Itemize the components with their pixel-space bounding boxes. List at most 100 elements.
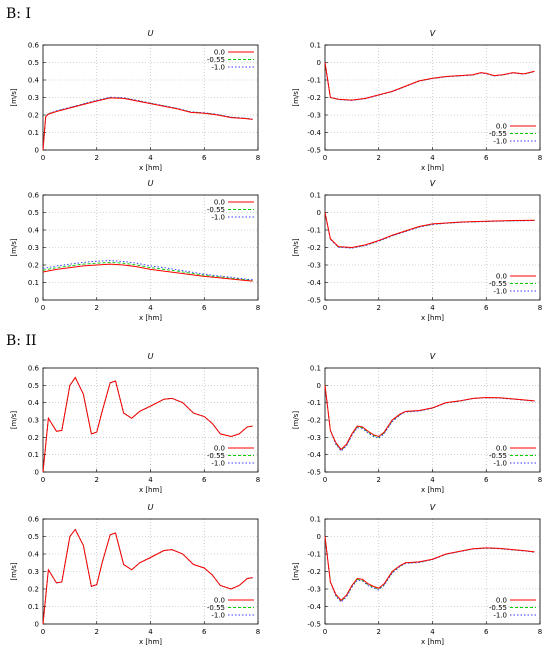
x-tick-label: 8 <box>256 476 260 484</box>
series-line--0.55 <box>324 212 535 249</box>
y-tick-label: -0.4 <box>307 279 321 287</box>
series-line--1.0 <box>42 96 253 151</box>
y-tick-label: -0.3 <box>307 586 321 594</box>
y-tick-label: 0.1 <box>310 516 321 524</box>
series-line--1.0 <box>324 212 535 249</box>
x-tick-label: 6 <box>484 304 489 312</box>
chart-panel-6: 0 2 4 6 8 -0.5 -0.4 -0.3 -0.2 -0.1 0 0.1 Vx [hm] [m/s… <box>292 352 542 494</box>
y-tick-label: 0.3 <box>28 568 39 576</box>
legend-label: -0.55 <box>207 206 225 214</box>
x-tick-label: 8 <box>256 628 260 636</box>
legend-label: -1.0 <box>493 138 507 146</box>
y-tick-label: 0.2 <box>28 262 39 270</box>
legend-label: 0.0 <box>496 597 507 605</box>
y-axis-label: [m/s] <box>292 562 300 581</box>
series-line-0.0 <box>324 536 535 602</box>
x-tick-label: 4 <box>430 628 435 636</box>
legend: 0.0-0.55-1.0 <box>207 445 254 468</box>
legend: 0.0-0.55-1.0 <box>489 597 536 620</box>
y-tick-label: -0.2 <box>307 244 321 252</box>
legend-label: 0.0 <box>214 445 225 453</box>
series-line--1.0 <box>42 260 253 281</box>
section-label-b-ii: B: II <box>6 333 37 349</box>
x-tick-label: 6 <box>202 476 207 484</box>
x-axis-label: x [hm] <box>421 164 444 172</box>
y-tick-label: -0.5 <box>307 297 321 305</box>
chart-panel-8: 0 2 4 6 8 -0.5 -0.4 -0.3 -0.2 -0.1 0 0.1 Vx [hm] [m/s… <box>292 503 542 646</box>
y-tick-label: 0.6 <box>28 42 40 50</box>
legend-label: -1.0 <box>493 460 507 468</box>
y-tick-label: -0.2 <box>307 417 321 425</box>
series-line--0.55 <box>42 97 253 151</box>
y-axis-label: [m/s] <box>292 88 300 107</box>
chart-panel-2: 0 2 4 6 8 -0.5 -0.4 -0.3 -0.2 -0.1 0 0.1 Vx [hm] [m/s… <box>292 29 542 172</box>
chart-title: U <box>148 352 154 361</box>
series-line-0.0 <box>324 385 535 451</box>
y-tick-label: -0.1 <box>307 227 321 235</box>
plot-frame <box>324 194 541 301</box>
y-tick-label: -0.1 <box>307 551 321 559</box>
x-tick-label: 6 <box>484 154 489 162</box>
y-axis-label: [m/s] <box>10 562 18 581</box>
y-tick-label: 0.3 <box>28 417 39 425</box>
legend: 0.0-0.55-1.0 <box>489 273 536 296</box>
x-tick-label: 2 <box>95 304 99 312</box>
y-tick-label: 0.1 <box>310 192 321 200</box>
legend: 0.0-0.55-1.0 <box>489 123 536 146</box>
y-tick-label: 0 <box>317 59 321 67</box>
plot-frame <box>324 44 541 151</box>
legend: 0.0-0.55-1.0 <box>207 49 254 72</box>
y-tick-label: 0.4 <box>28 227 40 235</box>
series-line--1.0 <box>324 536 535 603</box>
chart-title: U <box>148 179 154 188</box>
legend-label: -0.55 <box>207 604 225 612</box>
y-tick-label: 0.3 <box>28 94 39 102</box>
legend-label: -0.55 <box>489 280 507 288</box>
y-axis-label: [m/s] <box>292 238 300 257</box>
y-tick-label: 0.5 <box>28 59 39 67</box>
x-tick-label: 8 <box>538 154 542 162</box>
y-tick-label: 0.6 <box>28 192 40 200</box>
x-tick-label: 0 <box>323 628 327 636</box>
x-tick-label: 0 <box>41 476 45 484</box>
x-tick-label: 8 <box>538 476 542 484</box>
x-axis-label: x [hm] <box>139 486 162 494</box>
x-tick-label: 8 <box>538 304 542 312</box>
y-tick-label: 0.5 <box>28 533 39 541</box>
y-tick-label: 0.4 <box>28 77 40 85</box>
x-tick-label: 0 <box>323 154 327 162</box>
y-tick-label: -0.2 <box>307 94 321 102</box>
y-tick-label: 0 <box>317 382 321 390</box>
series-line-0.0 <box>42 376 253 473</box>
x-tick-label: 6 <box>202 304 207 312</box>
series-line-0.0 <box>42 97 253 151</box>
legend-label: -1.0 <box>211 612 225 620</box>
plot-frame <box>42 44 259 151</box>
series-line--0.55 <box>42 261 253 281</box>
legend-label: -1.0 <box>493 612 507 620</box>
chart-panel-4: 0 2 4 6 8 -0.5 -0.4 -0.3 -0.2 -0.1 0 0.1 Vx [hm] [m/s… <box>292 179 542 322</box>
series-line--1.0 <box>324 62 535 101</box>
plot-frame <box>42 367 259 473</box>
x-tick-label: 4 <box>430 476 435 484</box>
y-tick-label: 0 <box>35 469 39 477</box>
y-axis-label: [m/s] <box>10 238 18 257</box>
x-tick-label: 0 <box>323 476 327 484</box>
y-tick-label: -0.3 <box>307 262 321 270</box>
x-tick-label: 4 <box>148 304 153 312</box>
x-tick-label: 6 <box>202 154 207 162</box>
x-tick-label: 4 <box>148 476 153 484</box>
plot-frame <box>42 518 259 625</box>
y-tick-label: 0.1 <box>310 365 321 373</box>
legend-label: -0.55 <box>489 130 507 138</box>
x-tick-label: 4 <box>430 304 435 312</box>
legend-label: -1.0 <box>211 64 225 72</box>
legend-label: 0.0 <box>496 123 507 131</box>
legend-label: 0.0 <box>214 49 225 57</box>
y-tick-label: 0 <box>35 297 39 305</box>
y-tick-label: -0.5 <box>307 469 321 477</box>
plot-frame <box>42 194 259 301</box>
y-tick-label: 0 <box>317 533 321 541</box>
x-tick-label: 0 <box>41 304 45 312</box>
